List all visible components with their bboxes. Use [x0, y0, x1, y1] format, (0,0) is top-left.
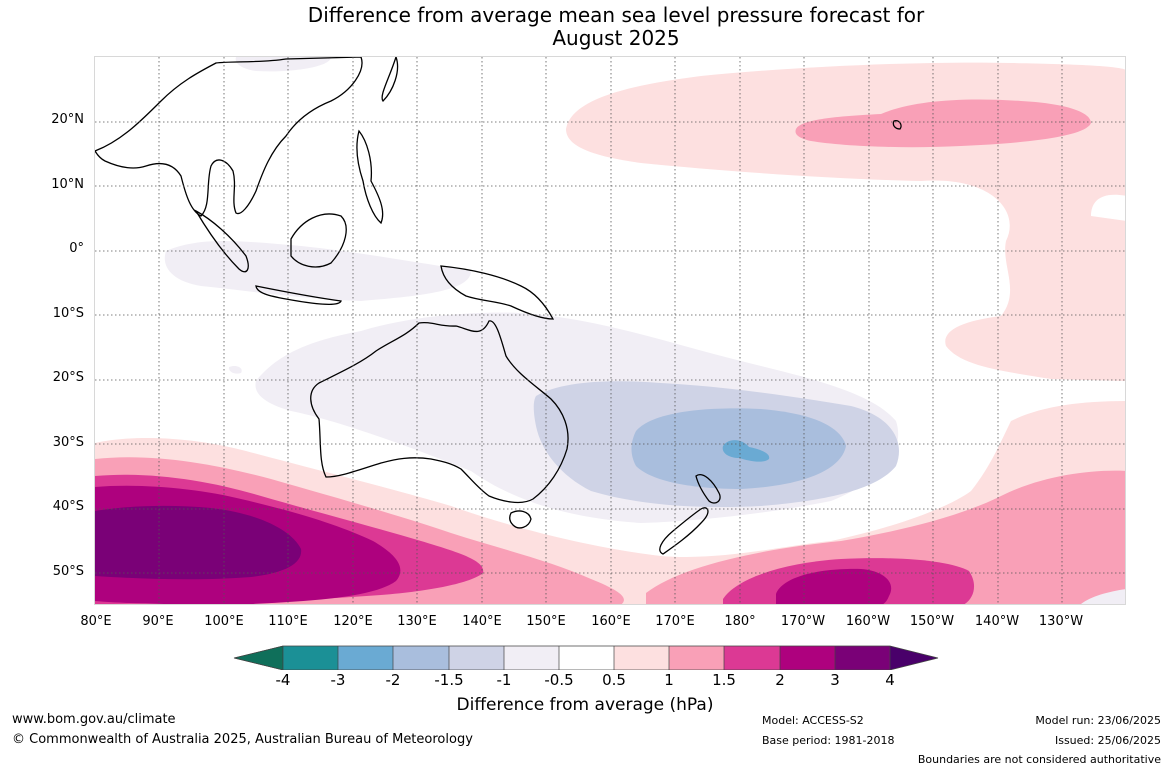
- lon-label-80e: 80°E: [80, 614, 112, 629]
- colorbar-tick: -4: [275, 671, 291, 689]
- forecast-map: [94, 56, 1126, 605]
- lon-label-160w: 160°W: [845, 614, 891, 629]
- map-title: Difference from average mean sea level p…: [0, 4, 1173, 50]
- colorbar-swatch-neg15: [393, 646, 449, 670]
- lon-label-130w: 130°W: [1038, 614, 1084, 629]
- japan-outline: [381, 57, 399, 102]
- lon-label-180: 180°: [724, 614, 756, 629]
- new-zealand-north-outline: [695, 474, 721, 504]
- colorbar-swatch-zero: [559, 646, 614, 670]
- graticule: [95, 57, 1125, 604]
- footer-model: Model: ACCESS-S2: [762, 714, 864, 727]
- anomaly-region-pos3-south-west: [95, 505, 302, 580]
- colorbar-dividers: [233, 645, 939, 670]
- colorbar-label: Difference from average (hPa): [456, 695, 714, 715]
- lon-label-150w: 150°W: [909, 614, 955, 629]
- lon-label-140e: 140°E: [462, 614, 502, 629]
- colorbar-swatch-pos3: [835, 646, 890, 670]
- australia-outline: [310, 320, 569, 504]
- lon-label-150e: 150°E: [526, 614, 566, 629]
- anomaly-region-pos1-north-pacific: [795, 99, 1091, 148]
- footer-model-run: Model run: 23/06/2025: [1035, 714, 1161, 727]
- colorbar-tick: 4: [885, 671, 895, 689]
- colorbar: [233, 645, 939, 670]
- lat-label-20n: 20°N: [51, 112, 84, 127]
- lon-label-160e: 160°E: [591, 614, 631, 629]
- coastlines: [95, 57, 902, 555]
- lat-label-40s: 40°S: [52, 499, 84, 514]
- anomaly-region-pos2-south-east: [776, 568, 892, 604]
- map-svg: [95, 57, 1125, 604]
- lon-label-100e: 100°E: [204, 614, 244, 629]
- colorbar-swatch-neg3: [283, 646, 338, 670]
- lat-label-0: 0°: [69, 241, 84, 256]
- colorbar-swatch-neg1: [449, 646, 504, 670]
- tasmania-outline: [509, 510, 532, 529]
- anomaly-region-neg05-small: [228, 365, 242, 374]
- colorbar-tick: -1.5: [434, 671, 464, 689]
- borneo-outline: [290, 213, 347, 268]
- lon-label-130e: 130°E: [397, 614, 437, 629]
- colorbar-swatch-pos15: [724, 646, 780, 670]
- lon-label-110e: 110°E: [268, 614, 308, 629]
- colorbar-tick: -2: [385, 671, 401, 689]
- anomaly-region-neg2: [722, 440, 770, 462]
- footer-base-period: Base period: 1981-2018: [762, 734, 895, 747]
- colorbar-tick: 1.5: [712, 671, 736, 689]
- colorbar-extend-high: [890, 646, 938, 670]
- colorbar-tick: -3: [330, 671, 346, 689]
- lon-label-170e: 170°E: [655, 614, 695, 629]
- lat-label-50s: 50°S: [52, 564, 84, 579]
- title-line-2: August 2025: [552, 26, 680, 50]
- lon-label-170w: 170°W: [780, 614, 826, 629]
- colorbar-tick: -0.5: [544, 671, 574, 689]
- mainland-asia-outline: [95, 57, 363, 217]
- colorbar-swatch-pos2: [780, 646, 835, 670]
- colorbar-tick: 1: [664, 671, 674, 689]
- anomaly-region-neg05-southeast-corner: [1081, 589, 1125, 604]
- lat-label-10s: 10°S: [52, 306, 84, 321]
- lat-label-10n: 10°N: [51, 177, 84, 192]
- colorbar-swatch-neg2: [338, 646, 393, 670]
- lat-label-30s: 30°S: [52, 435, 84, 450]
- anomaly-region-neg05-west: [164, 241, 472, 301]
- colorbar-tick: 0.5: [602, 671, 626, 689]
- new-zealand-south-outline: [659, 507, 709, 555]
- lat-label-20s: 20°S: [52, 370, 84, 385]
- lon-label-120e: 120°E: [333, 614, 373, 629]
- colorbar-swatch-neg05: [504, 646, 559, 670]
- footer-copyright: © Commonwealth of Australia 2025, Austra…: [12, 732, 473, 747]
- new-guinea-outline: [440, 265, 555, 320]
- lon-label-140w: 140°W: [974, 614, 1020, 629]
- anomaly-region-neg05-north: [235, 57, 331, 72]
- footer-disclaimer: Boundaries are not considered authoritat…: [917, 753, 1161, 766]
- colorbar-swatch-pos05: [614, 646, 669, 670]
- anomaly-region-pos1-south-east: [646, 470, 1125, 604]
- colorbar-tick: 2: [775, 671, 785, 689]
- hawaii-outline: [892, 119, 902, 130]
- colorbar-swatch-pos1: [669, 646, 724, 670]
- sumatra-outline: [194, 209, 249, 273]
- java-outline: [255, 285, 342, 305]
- colorbar-tick: 3: [830, 671, 840, 689]
- colorbar-extend-low: [233, 645, 284, 670]
- footer-url[interactable]: www.bom.gov.au/climate: [12, 712, 176, 727]
- footer-issued: Issued: 25/06/2025: [1054, 734, 1161, 747]
- lon-label-90e: 90°E: [142, 614, 174, 629]
- philippines-outline: [356, 129, 384, 225]
- title-line-1: Difference from average mean sea level p…: [307, 3, 925, 27]
- colorbar-tick: -1: [496, 671, 512, 689]
